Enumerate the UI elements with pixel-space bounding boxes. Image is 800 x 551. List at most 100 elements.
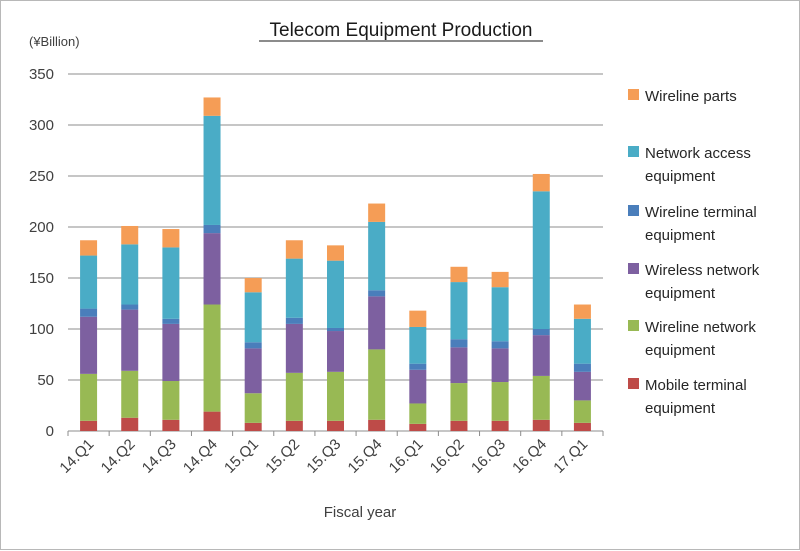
- y-tick-label: 200: [29, 219, 54, 236]
- bar-segment: [203, 224, 221, 234]
- legend: Wireline parts Network access equipment Wir…: [628, 88, 760, 417]
- bar-segment: [80, 420, 98, 431]
- x-tick-label: 15.Q2: [262, 436, 303, 477]
- bar-segment: [121, 244, 139, 305]
- bar-segment: [162, 318, 180, 324]
- bar-segment: [244, 292, 262, 343]
- x-tick-label: 15.Q3: [303, 436, 344, 477]
- bar-segment: [491, 348, 509, 383]
- x-tick-label: 14.Q3: [139, 436, 180, 477]
- y-tick-label: 350: [29, 66, 54, 83]
- bar-segment: [162, 323, 180, 382]
- bar-segment: [491, 271, 509, 288]
- bar-segment: [80, 308, 98, 317]
- legend-swatch: [628, 205, 639, 216]
- bar-segment: [409, 369, 427, 404]
- legend-label: Wireline terminal: [645, 204, 757, 221]
- bar-segment: [532, 329, 550, 336]
- bar-segment: [491, 382, 509, 421]
- y-tick-label: 250: [29, 168, 54, 185]
- bar-segment: [80, 255, 98, 309]
- legend-label: Wireline network: [645, 319, 756, 336]
- bar-segment: [327, 245, 344, 261]
- bar-segment: [121, 370, 139, 418]
- bar-segment: [162, 419, 180, 431]
- bar-segment: [450, 282, 468, 340]
- x-tick-label: 15.Q4: [345, 436, 386, 477]
- x-tick-label: 14.Q1: [56, 436, 97, 477]
- bar-segment: [368, 290, 386, 297]
- bar-segment: [121, 417, 139, 431]
- bar-segment: [409, 363, 427, 370]
- legend-label: Network access: [645, 145, 751, 162]
- bar-segment: [162, 247, 180, 319]
- bar-segment: [573, 371, 591, 401]
- x-tick-label: 16.Q4: [509, 436, 550, 477]
- bar-segment: [203, 115, 221, 225]
- bar-segment: [368, 221, 386, 291]
- legend-label: equipment: [645, 227, 716, 244]
- legend-label: equipment: [645, 342, 716, 359]
- x-tick-label: 16.Q3: [468, 436, 509, 477]
- bar-segment: [450, 339, 468, 348]
- legend-swatch: [628, 89, 639, 100]
- bar-segment: [244, 348, 262, 394]
- bar-segment: [203, 233, 221, 305]
- x-tick-label: 14.Q4: [180, 436, 221, 477]
- bar-segment: [368, 419, 386, 431]
- bar-segment: [532, 419, 550, 431]
- bar-segment: [121, 225, 139, 245]
- bar-segment: [244, 278, 262, 293]
- legend-swatch: [628, 320, 639, 331]
- bar-segment: [368, 203, 386, 222]
- bar-segment: [409, 423, 427, 431]
- bar-segment: [532, 173, 550, 192]
- y-tick-label: 100: [29, 321, 54, 338]
- bar-segment: [532, 335, 550, 376]
- legend-swatch: [628, 378, 639, 389]
- x-tick-label: 14.Q2: [98, 436, 139, 477]
- bar-segment: [285, 240, 303, 259]
- y-tick-label: 0: [46, 423, 54, 440]
- bar-segment: [80, 316, 98, 374]
- bar-segment: [491, 341, 509, 349]
- bar-segment: [491, 287, 509, 342]
- bar-segment: [327, 260, 344, 328]
- x-tick-label: 17.Q1: [550, 436, 591, 477]
- bar-segment: [203, 411, 221, 431]
- bar-segment: [450, 266, 468, 283]
- bar-segment: [532, 375, 550, 420]
- bar-segment: [285, 420, 303, 431]
- x-tick-label: 16.Q2: [427, 436, 468, 477]
- bar-segment: [409, 310, 427, 327]
- bar-segment: [573, 400, 591, 423]
- bar-segment: [162, 381, 180, 420]
- bars: [80, 97, 591, 431]
- bar-segment: [327, 420, 344, 431]
- chart-title: Telecom Equipment Production: [270, 20, 533, 41]
- y-tick-label: 300: [29, 117, 54, 134]
- x-tick-label: 15.Q1: [221, 436, 262, 477]
- legend-label: equipment: [645, 400, 716, 417]
- bar-segment: [573, 318, 591, 364]
- bar-segment: [80, 373, 98, 421]
- x-tick-labels: 14.Q1 14.Q2 14.Q3 14.Q4 15.Q1 15.Q2 15.Q3 15.Q4…: [56, 436, 591, 477]
- y-tick-labels: 0 50 100 150 200 250 300 350: [29, 66, 54, 440]
- legend-label: equipment: [645, 285, 716, 302]
- bar-segment: [450, 420, 468, 431]
- bar-segment: [573, 363, 591, 372]
- x-axis-title: Fiscal year: [324, 504, 397, 521]
- bar-segment: [327, 371, 344, 421]
- bar-segment: [203, 97, 221, 116]
- bar-segment: [532, 191, 550, 329]
- bar-segment: [450, 383, 468, 421]
- bar-segment: [203, 304, 221, 412]
- bar-segment: [450, 347, 468, 384]
- bar-segment: [327, 327, 344, 332]
- legend-label: Wireline parts: [645, 88, 737, 105]
- legend-label: Wireless network: [645, 262, 760, 279]
- legend-label: Mobile terminal: [645, 377, 747, 394]
- bar-segment: [491, 420, 509, 431]
- y-tick-label: 150: [29, 270, 54, 287]
